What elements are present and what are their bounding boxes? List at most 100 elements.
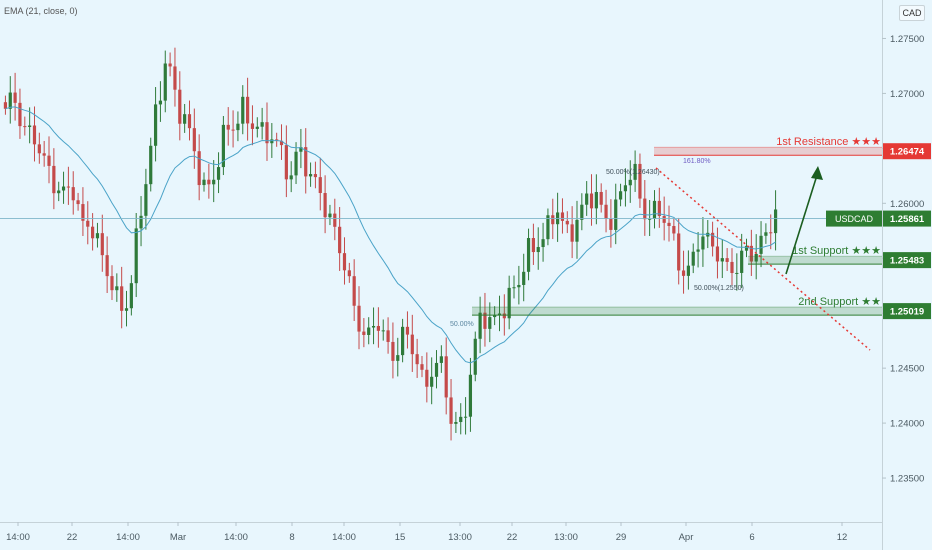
candle [614,183,618,245]
candle [318,157,322,211]
candle [342,237,347,285]
candle [439,345,443,373]
y-tick-label: 1.24000 [890,419,924,430]
trend-line [655,167,871,351]
candle-body [725,258,729,262]
candle-body [551,215,555,225]
candle [81,187,85,237]
candle-body [667,222,671,227]
candle-body [47,155,51,166]
candle [648,200,652,237]
candle-body [357,305,361,332]
candle-body [396,355,400,361]
candle-body [52,165,56,194]
candle-body [318,177,322,194]
currency-button[interactable]: CAD [899,5,925,21]
candle-body [338,226,342,254]
candle [328,204,332,226]
candle-body [648,218,652,220]
x-tick-label: 13:00 [554,532,578,543]
candle-body [609,218,613,230]
level-zone [748,256,882,265]
candle [715,227,720,279]
candle [401,318,405,363]
candle [202,172,206,192]
candle [246,77,250,141]
candle [120,266,124,329]
candle-body [405,326,410,335]
price-tag [883,143,931,160]
level-zone [472,307,882,316]
candle-body [677,233,681,271]
candle-body [565,220,569,225]
candle [18,88,22,139]
candle-body [8,92,12,109]
candle [153,87,158,162]
candle-body [439,356,443,363]
candle-body [497,313,502,316]
candle [95,222,100,248]
candle-body [139,215,143,229]
candle [333,198,337,241]
candle-body [124,308,129,311]
candle [488,302,492,343]
price-tag [883,210,931,227]
candle-body [115,286,119,291]
candle [449,379,453,441]
candle [415,338,419,378]
symbol-tag-label: USDCAD [835,214,874,224]
candle [294,142,298,185]
y-tick-label: 1.27000 [890,89,924,100]
candle-body [522,271,526,285]
candle [604,189,608,233]
candles [3,47,778,441]
candle-body [352,276,356,306]
candle [338,207,342,271]
candle-body [265,122,269,144]
candle [396,337,400,377]
candle [42,140,46,167]
candle-body [250,123,255,129]
candle-body [720,258,724,262]
candle [197,134,201,201]
candle [8,76,12,124]
x-tick-label: 8 [289,532,294,543]
candle [667,205,671,242]
candle-body [391,341,395,361]
x-tick-label: 22 [507,532,518,543]
candle [207,163,211,199]
candle-body [507,287,511,319]
indicator-legend[interactable]: EMA (21, close, 0) [4,6,78,16]
candle [585,181,589,216]
candle [255,117,259,138]
candle [468,357,473,432]
x-tick-label: 14:00 [332,532,356,543]
candle [61,171,66,204]
candle [299,128,303,169]
candle [536,227,540,270]
candle [37,132,41,164]
candle [773,190,778,251]
candle [323,175,327,234]
candle [71,171,75,215]
candle-body [91,226,95,239]
candle-body [773,209,778,234]
candle-body [769,232,773,234]
candle-body [536,247,540,253]
candle-body [226,124,230,130]
x-tick-label: 29 [616,532,627,543]
candle-body [512,287,516,289]
candle-body [158,100,163,105]
candle-body [589,193,594,209]
candle [100,214,104,272]
candle-body [744,245,749,251]
candle [599,183,603,213]
x-tick-label: 22 [67,532,78,543]
candle [304,128,308,194]
candle-body [754,253,758,262]
candle-body [580,204,584,220]
candle-body [270,139,274,144]
candle [250,105,255,146]
candle-body [686,265,690,276]
